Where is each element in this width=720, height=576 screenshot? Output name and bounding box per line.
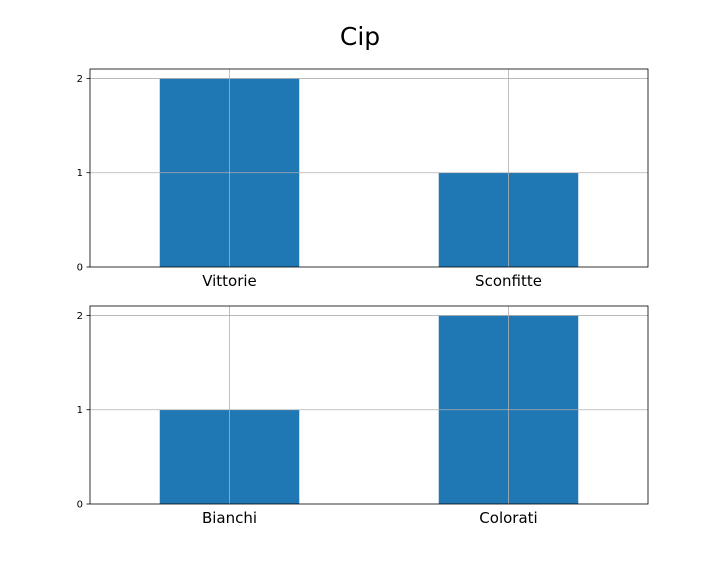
y-tick-label: 1 (77, 168, 83, 179)
y-tick-label: 0 (77, 500, 83, 511)
y-tick-label: 2 (77, 311, 83, 322)
x-tick-label: Sconfitte (475, 272, 542, 290)
x-tick-label: Vittorie (202, 272, 257, 290)
y-tick-label: 2 (77, 74, 83, 85)
x-tick-label: Bianchi (202, 509, 257, 527)
y-tick-label: 1 (77, 405, 83, 416)
y-tick-label: 0 (77, 263, 83, 274)
x-tick-label: Colorati (479, 509, 537, 527)
plot-frame-1 (89, 68, 649, 268)
plot-frame-2 (89, 305, 649, 505)
figure-title: Cip (339, 22, 381, 51)
